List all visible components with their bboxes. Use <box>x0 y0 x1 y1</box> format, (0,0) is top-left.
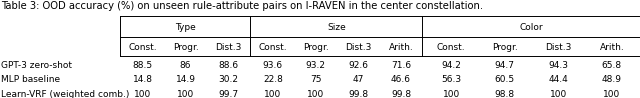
Text: 93.6: 93.6 <box>263 61 283 70</box>
Text: 100: 100 <box>442 90 460 98</box>
Text: Dist.3: Dist.3 <box>215 43 241 52</box>
Text: 44.4: 44.4 <box>548 75 568 84</box>
Text: Arith.: Arith. <box>388 43 413 52</box>
Text: Color: Color <box>520 23 543 32</box>
Text: GPT-3 zero-shot: GPT-3 zero-shot <box>1 61 72 70</box>
Text: 100: 100 <box>177 90 194 98</box>
Text: 100: 100 <box>550 90 567 98</box>
Text: 92.6: 92.6 <box>348 61 369 70</box>
Text: 86: 86 <box>180 61 191 70</box>
Text: 22.8: 22.8 <box>263 75 283 84</box>
Text: 94.3: 94.3 <box>548 61 568 70</box>
Text: 99.7: 99.7 <box>218 90 238 98</box>
Text: 100: 100 <box>264 90 282 98</box>
Text: 88.5: 88.5 <box>133 61 153 70</box>
Text: 60.5: 60.5 <box>495 75 515 84</box>
Text: Dist.3: Dist.3 <box>545 43 572 52</box>
Text: Dist.3: Dist.3 <box>345 43 371 52</box>
Text: Arith.: Arith. <box>600 43 624 52</box>
Text: 100: 100 <box>307 90 324 98</box>
Text: 94.7: 94.7 <box>495 61 515 70</box>
Text: Progr.: Progr. <box>303 43 328 52</box>
Text: Progr.: Progr. <box>173 43 198 52</box>
Text: 93.2: 93.2 <box>306 61 326 70</box>
Text: 14.8: 14.8 <box>133 75 153 84</box>
Text: 14.9: 14.9 <box>175 75 196 84</box>
Text: 30.2: 30.2 <box>218 75 238 84</box>
Text: 75: 75 <box>310 75 321 84</box>
Text: 46.6: 46.6 <box>391 75 411 84</box>
Text: 99.8: 99.8 <box>391 90 411 98</box>
Text: 56.3: 56.3 <box>441 75 461 84</box>
Text: 48.9: 48.9 <box>602 75 622 84</box>
Text: Size: Size <box>328 23 346 32</box>
Text: 71.6: 71.6 <box>391 61 411 70</box>
Text: Const.: Const. <box>129 43 157 52</box>
Text: Table 3: OOD accuracy (%) on unseen rule-attribute pairs on I-RAVEN in the cente: Table 3: OOD accuracy (%) on unseen rule… <box>1 1 483 11</box>
Text: 98.8: 98.8 <box>495 90 515 98</box>
Text: 88.6: 88.6 <box>218 61 238 70</box>
Text: 94.2: 94.2 <box>441 61 461 70</box>
Text: Type: Type <box>175 23 196 32</box>
Text: MLP baseline: MLP baseline <box>1 75 60 84</box>
Text: Const.: Const. <box>259 43 287 52</box>
Text: 100: 100 <box>604 90 621 98</box>
Text: Const.: Const. <box>437 43 465 52</box>
Text: Progr.: Progr. <box>492 43 518 52</box>
Text: 99.8: 99.8 <box>348 90 369 98</box>
Text: Learn-VRF (weighted comb.): Learn-VRF (weighted comb.) <box>1 90 130 98</box>
Text: 100: 100 <box>134 90 152 98</box>
Text: 65.8: 65.8 <box>602 61 622 70</box>
Text: 47: 47 <box>353 75 364 84</box>
